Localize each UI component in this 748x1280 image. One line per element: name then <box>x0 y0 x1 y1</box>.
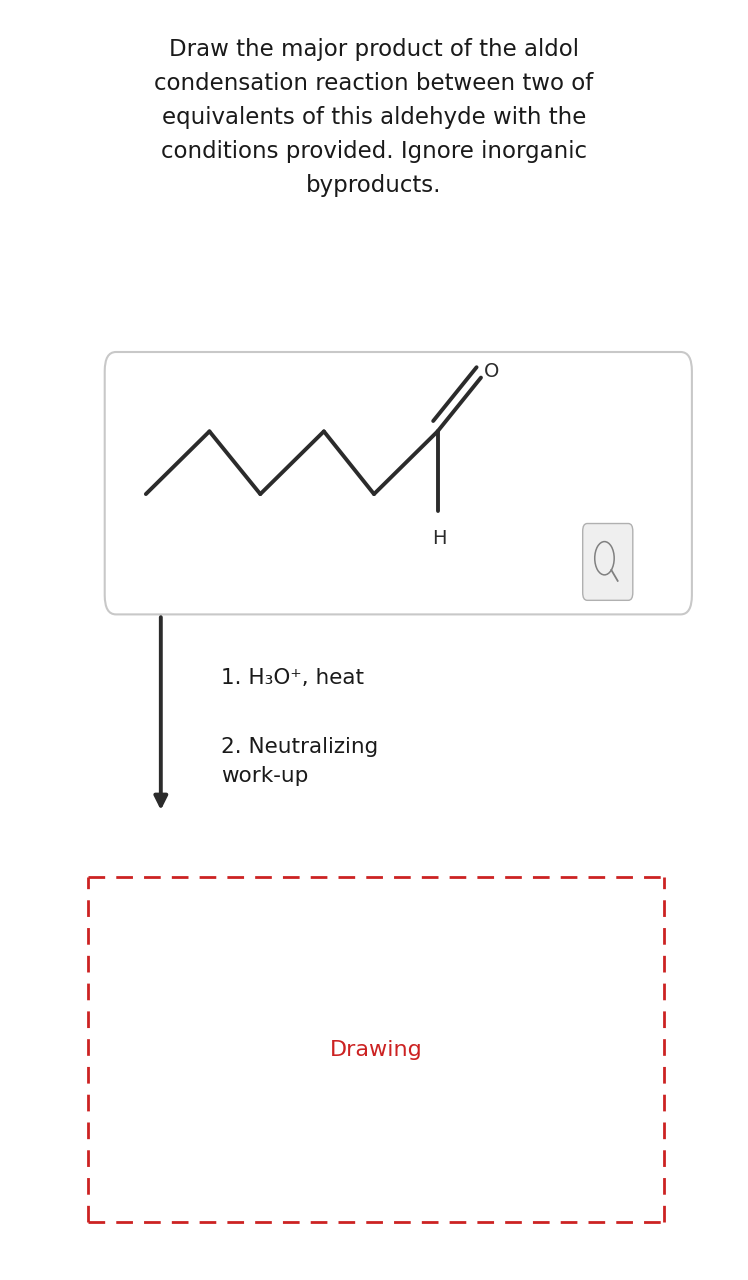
Text: H: H <box>432 529 447 548</box>
Text: 2. Neutralizing
work-up: 2. Neutralizing work-up <box>221 737 378 786</box>
Text: 1. H₃O⁺, heat: 1. H₃O⁺, heat <box>221 668 364 689</box>
Text: Draw the major product of the aldol
condensation reaction between two of
equival: Draw the major product of the aldol cond… <box>154 38 594 197</box>
FancyBboxPatch shape <box>583 524 633 600</box>
Text: Drawing: Drawing <box>330 1039 423 1060</box>
Text: O: O <box>484 362 499 380</box>
FancyBboxPatch shape <box>105 352 692 614</box>
